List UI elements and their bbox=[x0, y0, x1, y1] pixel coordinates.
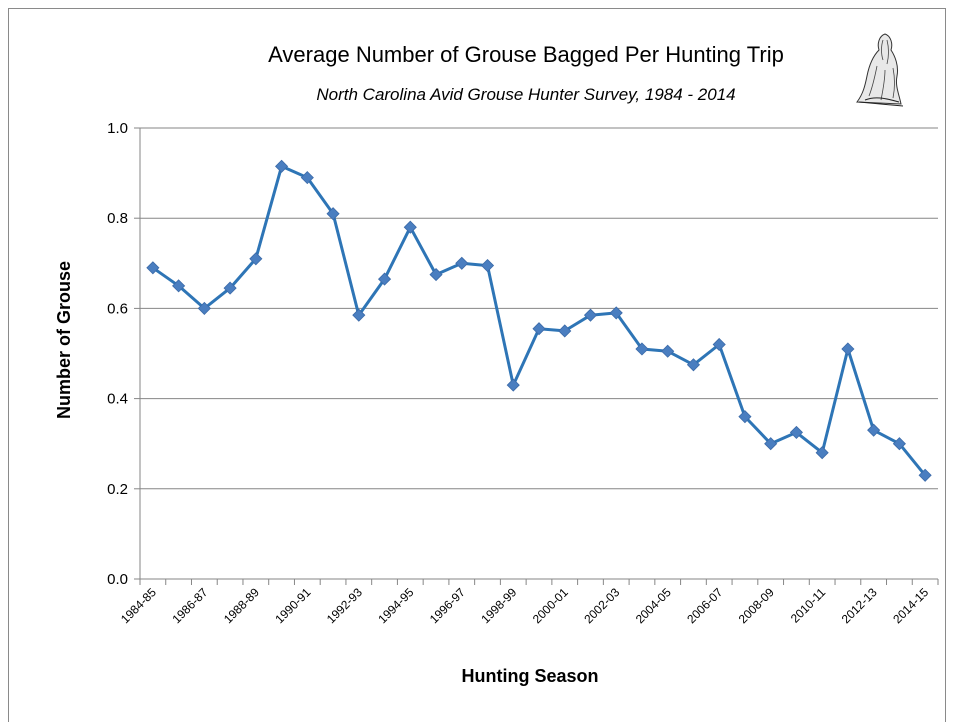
data-point bbox=[635, 342, 649, 356]
x-axis-title: Hunting Season bbox=[461, 666, 598, 686]
x-tick-label: 1996-97 bbox=[427, 585, 468, 626]
series-line-group bbox=[146, 159, 932, 482]
x-tick-label: 2010-11 bbox=[788, 585, 829, 626]
data-point bbox=[146, 261, 160, 275]
data-point bbox=[609, 306, 623, 320]
data-point bbox=[377, 272, 392, 286]
data-point bbox=[275, 159, 289, 173]
x-tick-label: 1992-93 bbox=[324, 585, 365, 626]
chart-title: Average Number of Grouse Bagged Per Hunt… bbox=[268, 42, 784, 67]
data-point bbox=[197, 301, 211, 315]
grouse-illustration bbox=[856, 33, 904, 107]
y-tick-label: 1.0 bbox=[107, 120, 128, 137]
x-tick-label: 2004-05 bbox=[633, 585, 674, 626]
x-tick-label: 2000-01 bbox=[530, 585, 571, 626]
gridlines bbox=[139, 127, 938, 580]
data-point bbox=[661, 344, 675, 358]
y-axis-title: Number of Grouse bbox=[54, 261, 74, 419]
data-point bbox=[532, 322, 546, 336]
x-axis-ticks: 1984-85 1986-87 1988-89 1990-91 1992-93 1994-… bbox=[118, 579, 939, 626]
y-tick-label: 0.4 bbox=[107, 391, 128, 408]
data-point bbox=[223, 281, 237, 295]
data-point bbox=[815, 446, 829, 460]
x-tick-label: 1988-89 bbox=[221, 585, 262, 626]
data-point bbox=[764, 437, 778, 451]
data-point bbox=[455, 256, 469, 270]
data-point bbox=[738, 410, 752, 424]
data-point bbox=[300, 171, 314, 185]
x-tick-label: 2008-09 bbox=[736, 585, 777, 626]
x-tick-label: 1990-91 bbox=[272, 585, 313, 626]
x-tick-label: 2002-03 bbox=[581, 585, 622, 626]
data-point bbox=[867, 423, 881, 437]
chart-frame bbox=[8, 8, 946, 722]
data-point bbox=[249, 252, 263, 266]
x-tick-label: 1986-87 bbox=[169, 585, 210, 626]
x-tick-label: 2014-15 bbox=[890, 585, 931, 626]
y-tick-label: 0.0 bbox=[107, 571, 128, 588]
data-point bbox=[686, 358, 701, 372]
data-point bbox=[172, 279, 186, 293]
data-point bbox=[429, 268, 443, 282]
data-point bbox=[403, 220, 417, 234]
data-point bbox=[918, 468, 932, 482]
data-point bbox=[841, 342, 855, 356]
y-tick-label: 0.8 bbox=[107, 210, 128, 227]
data-point bbox=[480, 258, 495, 273]
data-point bbox=[506, 378, 520, 392]
x-tick-label: 1984-85 bbox=[118, 585, 159, 626]
data-point bbox=[712, 337, 726, 352]
data-point bbox=[789, 425, 803, 439]
chart-subtitle: North Carolina Avid Grouse Hunter Survey… bbox=[316, 85, 735, 104]
data-point bbox=[892, 437, 906, 451]
y-axis-ticks: 0.0 0.2 0.4 0.6 0.8 1.0 bbox=[107, 120, 140, 588]
x-tick-label: 2012-13 bbox=[839, 585, 880, 626]
x-tick-label: 2006-07 bbox=[684, 585, 725, 626]
y-tick-label: 0.2 bbox=[107, 481, 128, 498]
data-point bbox=[352, 308, 366, 322]
x-tick-label: 1994-95 bbox=[375, 585, 416, 626]
data-point bbox=[558, 324, 572, 338]
y-tick-label: 0.6 bbox=[107, 300, 128, 317]
data-point bbox=[583, 308, 598, 322]
x-tick-label: 1998-99 bbox=[478, 585, 519, 626]
data-point bbox=[326, 207, 340, 221]
series-line bbox=[152, 164, 927, 477]
